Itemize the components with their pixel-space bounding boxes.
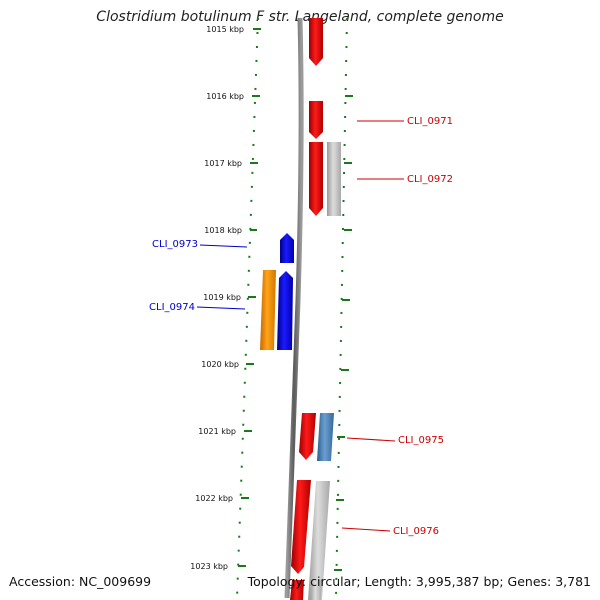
gene-cli-0972[interactable]	[309, 142, 323, 216]
tick-label: 1015 kbp	[206, 25, 244, 34]
genome-title: Clostridium botulinum F str. Langeland, …	[96, 9, 504, 25]
gene-label-cli-0972[interactable]: CLI_0972	[407, 174, 453, 185]
tick-label: 1016 kbp	[206, 92, 244, 101]
tick-label: 1021 kbp	[198, 427, 236, 436]
outer-guide-ring	[335, 17, 348, 599]
tick-marks	[238, 28, 353, 571]
gene-cli-0971[interactable]	[309, 101, 323, 139]
gene-label-cli-0974[interactable]: CLI_0974	[149, 302, 195, 313]
gene-cli-0975-hit[interactable]	[317, 413, 334, 461]
label-leaders	[196, 120, 404, 532]
accession-text: Accession: NC_009699	[9, 574, 152, 589]
tick-label: 1018 kbp	[204, 226, 242, 235]
gene-arrow-forward[interactable]	[290, 580, 304, 600]
gene-cli-0975[interactable]	[299, 413, 316, 460]
gene-arrow-forward[interactable]	[309, 18, 323, 66]
genome-summary-text: Topology: circular; Length: 3,995,387 bp…	[247, 574, 591, 589]
inner-guide-ring	[236, 17, 259, 599]
tick-label: 1019 kbp	[203, 293, 241, 302]
gene-cli-0976[interactable]	[291, 480, 311, 574]
gene-cli-0973[interactable]	[280, 233, 294, 263]
gene-label-cli-0971[interactable]: CLI_0971	[407, 116, 453, 127]
gene-cli-0976-hit[interactable]	[308, 481, 330, 600]
gene-label-cli-0975[interactable]: CLI_0975	[398, 435, 444, 446]
gene-label-cli-0973[interactable]: CLI_0973	[152, 239, 198, 250]
gene-cli-0972-hit[interactable]	[327, 142, 341, 216]
tick-label: 1020 kbp	[201, 360, 239, 369]
gene-arrow-forward-hit[interactable]	[310, 580, 322, 600]
gene-cli-0974-hit[interactable]	[260, 270, 276, 350]
tick-labels: 1015 kbp 1016 kbp 1017 kbp 1018 kbp 1019…	[190, 25, 244, 571]
genome-backbone	[284, 17, 304, 599]
tick-label: 1023 kbp	[190, 562, 228, 571]
tick-label: 1022 kbp	[195, 494, 233, 503]
gene-cli-0974[interactable]	[277, 271, 293, 350]
tick-label: 1017 kbp	[204, 159, 242, 168]
gene-label-cli-0976[interactable]: CLI_0976	[393, 526, 439, 537]
